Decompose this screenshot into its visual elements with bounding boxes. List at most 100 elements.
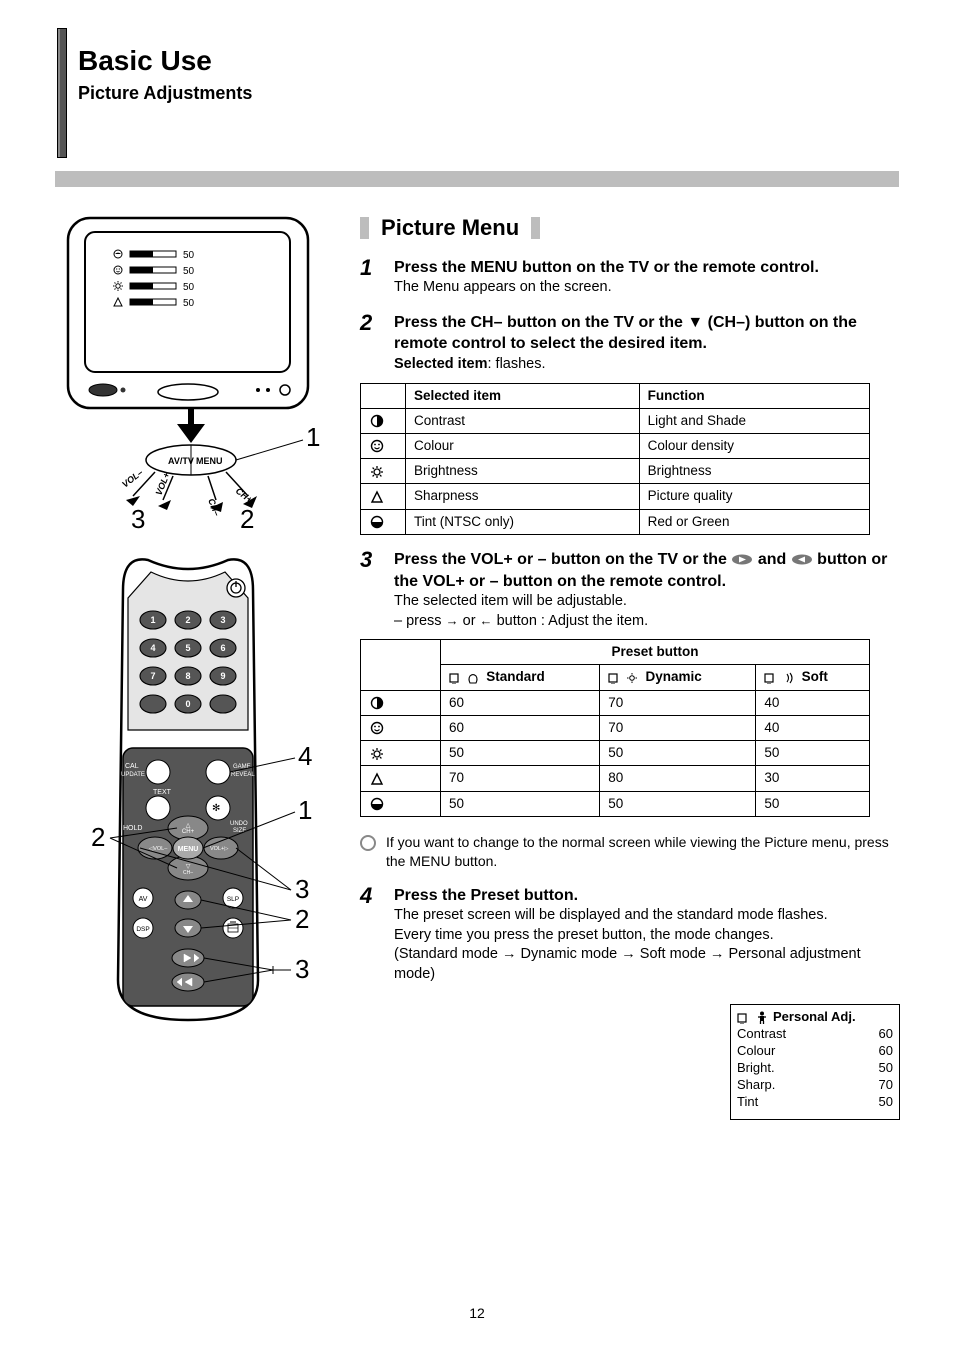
person-icon (757, 1011, 767, 1024)
remote-callout-2b: 2 (295, 904, 309, 934)
page-title: Basic Use (78, 45, 358, 77)
step-body: The preset screen will be displayed and … (394, 906, 900, 984)
svg-text:2: 2 (185, 615, 190, 625)
remote-callout-4: 4 (298, 741, 312, 771)
arrow-left-icon (791, 554, 813, 565)
step-first-line: Press the Preset button. (394, 885, 900, 907)
step-body: Selected item: flashes. (394, 355, 900, 375)
tv-small-icon (737, 1012, 751, 1024)
svg-text:6: 6 (220, 643, 225, 653)
arrow-right-icon (731, 554, 753, 565)
svg-text:9: 9 (220, 671, 225, 681)
step-first-line: Press the VOL+ or – button on the TV or … (394, 549, 900, 592)
svg-text:SLP: SLP (227, 896, 239, 903)
svg-text:UPDATE: UPDATE (121, 772, 145, 778)
table-row: Sharpness Picture quality (361, 484, 870, 509)
table-row: Colour Colour density (361, 434, 870, 459)
personal-adj-box: Personal Adj. Contrast60 Colour60 Bright… (730, 1004, 900, 1119)
remote-callout-2a: 2 (91, 822, 105, 852)
remote-callout-3a: 3 (295, 874, 309, 904)
col-soft: Soft (756, 665, 870, 690)
remote-illustration: 123 456 789 0 CAL UPDATE GAME REVEAL TEX… (63, 550, 323, 1070)
personal-adj-row: Bright.50 (737, 1060, 893, 1077)
svg-text:CH–: CH– (206, 497, 222, 517)
tv-callout-3: 3 (131, 504, 145, 530)
table-row: 607040 (361, 690, 870, 715)
tv-menu-val-3: 50 (183, 298, 195, 309)
title-bar-left (360, 217, 369, 239)
tv-callout-2: 2 (240, 504, 254, 530)
note-bullet-icon (360, 835, 376, 851)
svg-text:4: 4 (150, 643, 155, 653)
svg-text:8: 8 (185, 671, 190, 681)
picture-function-table: Selected item Function Contrast Light an… (360, 383, 870, 535)
svg-text:UNDO: UNDO (230, 821, 248, 827)
step-1: 1 Press the MENU button on the TV or the… (360, 257, 900, 298)
table-row: 505050 (361, 791, 870, 816)
note-text: If you want to change to the normal scre… (386, 833, 900, 871)
step-4: 4 Press the Preset button. The preset sc… (360, 885, 900, 985)
page-number: 12 (0, 1305, 954, 1321)
remote-callout-3b: 3 (295, 954, 309, 984)
personal-adj-row: Sharp.70 (737, 1077, 893, 1094)
personal-adj-row: Contrast60 (737, 1026, 893, 1043)
step-num: 3 (360, 549, 384, 631)
tv-menu-val-0: 50 (183, 250, 195, 261)
step-first-line: Press the MENU button on the TV or the r… (394, 257, 900, 279)
svg-text:TEXT: TEXT (153, 789, 172, 796)
table-row: 708030 (361, 766, 870, 791)
step-body: – press → or ← button : Adjust the item. (394, 612, 900, 632)
table-row: 607040 (361, 715, 870, 740)
tv-menu-val-1: 50 (183, 266, 195, 277)
header-block: Basic Use Picture Adjustments (78, 45, 358, 104)
col-selected-item: Selected item (406, 383, 640, 408)
svg-text:HOLD: HOLD (123, 825, 142, 832)
svg-text:3: 3 (220, 615, 225, 625)
svg-text:VOL+▷: VOL+▷ (210, 846, 229, 852)
svg-text:AV: AV (139, 896, 148, 903)
personal-adj-title: Personal Adj. (773, 1009, 856, 1026)
table-row: Tint (NTSC only) Red or Green (361, 509, 870, 534)
col-standard: Standard (441, 665, 600, 690)
remote-callout-1: 1 (298, 795, 312, 825)
svg-text:5: 5 (185, 643, 190, 653)
step-num: 4 (360, 885, 384, 985)
content-column: Picture Menu 1 Press the MENU button on … (360, 213, 900, 1120)
svg-text:MENU: MENU (178, 846, 199, 853)
svg-text:MENU: MENU (196, 456, 223, 466)
step-num: 1 (360, 257, 384, 298)
svg-text:1: 1 (150, 615, 155, 625)
personal-adj-row: Colour60 (737, 1043, 893, 1060)
svg-text:CAL: CAL (125, 763, 139, 770)
svg-text:CH–: CH– (183, 870, 193, 876)
side-accent-bar (57, 28, 67, 158)
divider-strip (55, 171, 899, 187)
svg-text:SIZE: SIZE (233, 828, 246, 834)
table-row: Brightness Brightness (361, 459, 870, 484)
page-subtitle: Picture Adjustments (78, 83, 358, 104)
svg-text:REVEAL: REVEAL (231, 772, 255, 778)
col-function: Function (639, 383, 869, 408)
title-bar-right (531, 217, 540, 239)
step-2: 2 Press the CH– button on the TV or the … (360, 312, 900, 375)
step-body: The selected item will be adjustable. (394, 592, 900, 612)
step-num: 2 (360, 312, 384, 375)
svg-text:AV/TV: AV/TV (168, 456, 194, 466)
step-first-line: Press the CH– button on the TV or the ▼ … (394, 312, 900, 355)
arrow-left-glyph: ← (480, 613, 493, 628)
table-row: Contrast Light and Shade (361, 408, 870, 433)
step-body: The Menu appears on the screen. (394, 278, 900, 298)
svg-text:CH+: CH+ (182, 829, 195, 835)
arrow-right-glyph: → (446, 613, 459, 628)
svg-text:DSP: DSP (136, 926, 149, 933)
personal-adj-row: Tint50 (737, 1094, 893, 1111)
note: If you want to change to the normal scre… (360, 833, 900, 871)
preset-header: Preset button (441, 640, 870, 665)
col-dynamic: Dynamic (600, 665, 756, 690)
table-row: 505050 (361, 741, 870, 766)
preset-table: Preset button Standard Dynamic Soft (360, 639, 870, 817)
tv-callout-1: 1 (306, 422, 320, 452)
section-title: Picture Menu (373, 213, 527, 243)
tv-illustration: 50 50 50 50 (63, 210, 323, 530)
step-3: 3 Press the VOL+ or – button on the TV o… (360, 549, 900, 631)
